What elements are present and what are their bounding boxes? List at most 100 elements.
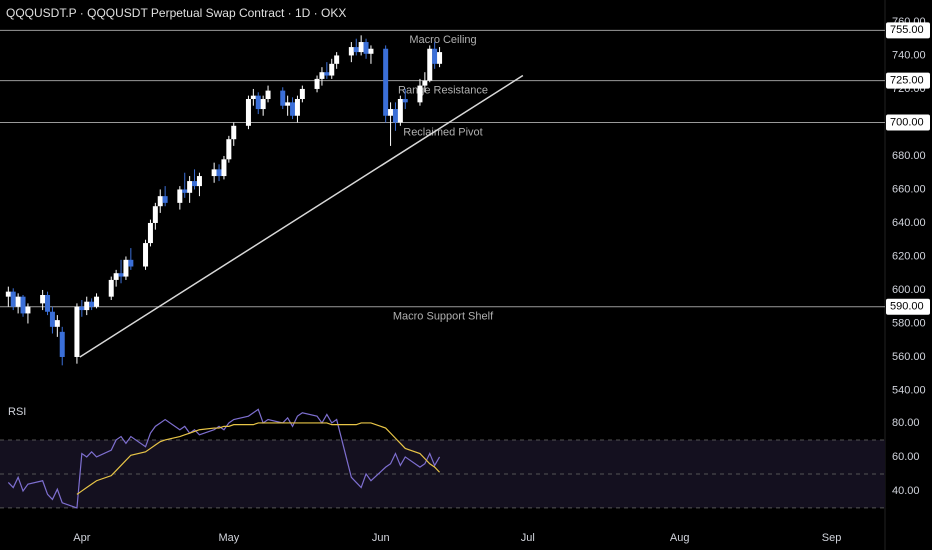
candle-body xyxy=(15,296,21,307)
candle-body xyxy=(324,72,330,76)
y-tick-label: 600.00 xyxy=(892,284,926,296)
candle-body xyxy=(74,306,80,357)
candle-body xyxy=(299,88,305,100)
rsi-title: RSI xyxy=(8,406,26,418)
candle-body xyxy=(280,90,286,106)
candle-body xyxy=(392,109,398,123)
rsi-line xyxy=(7,408,441,509)
candle-body xyxy=(250,95,256,100)
candle-body xyxy=(89,301,95,307)
rsi-tick-label: 60.00 xyxy=(892,451,920,463)
candle-body xyxy=(402,99,408,103)
y-tick-label: 540.00 xyxy=(892,384,926,396)
candle-body xyxy=(358,42,364,53)
candle-body xyxy=(108,279,114,297)
candle-body xyxy=(290,102,296,116)
candle-body xyxy=(348,47,354,56)
level-annotation: Macro Support Shelf xyxy=(393,311,494,323)
candle-body xyxy=(118,273,124,277)
candle-body xyxy=(427,48,433,81)
candle-body xyxy=(255,95,261,110)
candle-body xyxy=(94,296,100,307)
candle-body xyxy=(20,296,26,314)
candle-body xyxy=(260,99,266,110)
level-badge xyxy=(886,72,930,89)
candle-body xyxy=(59,331,65,357)
candle-body xyxy=(221,159,227,177)
candle-body xyxy=(417,85,423,103)
candle-body xyxy=(187,181,193,193)
candle-body xyxy=(388,109,394,116)
candle-body xyxy=(147,222,153,244)
candle-body xyxy=(45,294,51,312)
candle-body xyxy=(216,169,222,177)
y-tick-label: 680.00 xyxy=(892,150,926,162)
candle-body xyxy=(79,306,85,311)
candle-body xyxy=(10,291,16,307)
candle-body xyxy=(226,139,232,160)
y-tick-label: 620.00 xyxy=(892,250,926,262)
x-tick-label: Jun xyxy=(372,532,390,544)
candle-body xyxy=(231,125,237,140)
chart-title: QQQUSDT.P · QQQUSDT Perpetual Swap Contr… xyxy=(6,6,346,20)
x-tick-label: Sep xyxy=(822,532,842,544)
rsi-line xyxy=(76,422,440,495)
level-annotation: Reclaimed Pivot xyxy=(403,126,482,138)
candle-body xyxy=(294,99,300,116)
y-tick-label: 740.00 xyxy=(892,49,926,61)
candle-body xyxy=(196,176,202,187)
rsi-tick-label: 80.00 xyxy=(892,417,920,429)
candle-body xyxy=(319,72,325,79)
candle-body xyxy=(329,63,335,76)
candle-body xyxy=(113,273,119,280)
candle-body xyxy=(143,243,149,267)
candle-body xyxy=(5,291,11,297)
candle-body xyxy=(182,189,188,193)
level-badge xyxy=(886,114,930,131)
candle-body xyxy=(157,196,163,207)
candle-body xyxy=(334,55,340,64)
level-label: 725.00 xyxy=(890,74,924,86)
candle-body xyxy=(84,301,90,311)
level-badge xyxy=(886,22,930,39)
candle-body xyxy=(192,181,198,187)
candle-body xyxy=(152,206,158,223)
y-tick-label: 560.00 xyxy=(892,351,926,363)
candle-body xyxy=(40,294,46,304)
level-badge xyxy=(886,298,930,315)
candle-body xyxy=(123,259,129,277)
y-tick-label: 640.00 xyxy=(892,217,926,229)
rsi-tick-label: 40.00 xyxy=(892,485,920,497)
level-annotation: Macro Ceiling xyxy=(409,34,476,46)
candle-body xyxy=(177,189,183,203)
candle-body xyxy=(162,196,168,203)
candle-body xyxy=(363,42,369,54)
x-tick-label: May xyxy=(218,532,239,544)
trendline xyxy=(79,74,524,358)
level-label: 755.00 xyxy=(890,24,924,36)
candle-body xyxy=(437,52,443,64)
candle-body xyxy=(368,48,374,54)
candle-body xyxy=(245,99,251,126)
level-label: 700.00 xyxy=(890,116,924,128)
candle-body xyxy=(422,80,428,86)
candle-body xyxy=(397,99,403,123)
x-tick-label: Apr xyxy=(73,532,90,544)
candle-body xyxy=(314,78,320,89)
x-tick-label: Aug xyxy=(670,532,690,544)
candle-body xyxy=(25,306,31,314)
y-tick-label: 660.00 xyxy=(892,183,926,195)
candle-body xyxy=(54,320,60,327)
level-annotation: Range Resistance xyxy=(398,84,488,96)
candle-body xyxy=(432,48,438,64)
candle-body xyxy=(353,47,359,53)
candle-body xyxy=(49,311,55,327)
candle-body xyxy=(128,259,134,267)
y-tick-label: 580.00 xyxy=(892,317,926,329)
candle-body xyxy=(265,90,271,100)
candle-body xyxy=(285,102,291,106)
candle-body xyxy=(383,48,389,116)
level-label: 590.00 xyxy=(890,301,924,313)
